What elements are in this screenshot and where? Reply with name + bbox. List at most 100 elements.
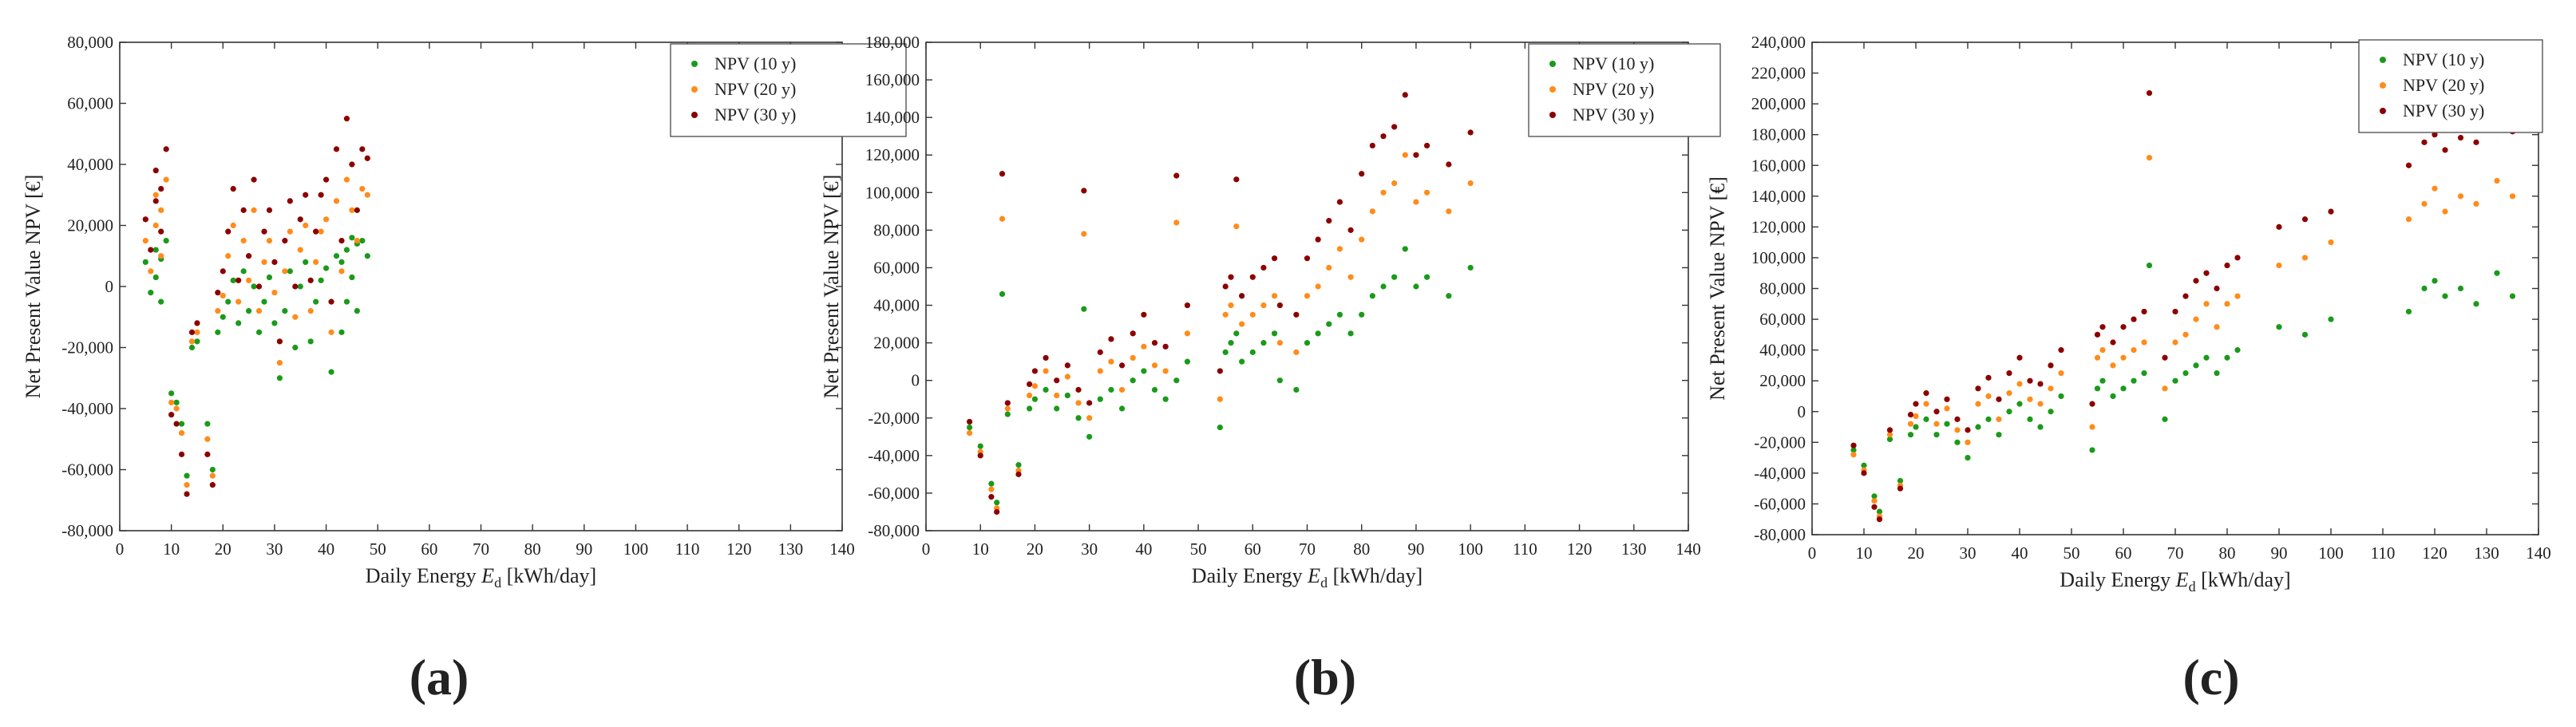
y-tick-label: 140,000 <box>865 108 920 127</box>
data-point <box>359 186 366 192</box>
data-point <box>225 298 231 305</box>
data-point <box>333 253 340 259</box>
data-point <box>2276 324 2282 330</box>
x-tick-label: 30 <box>1960 543 1977 563</box>
data-point <box>2110 362 2116 369</box>
data-point <box>1228 340 1234 346</box>
data-point <box>2193 362 2199 369</box>
data-point <box>209 472 216 479</box>
data-point <box>297 247 303 253</box>
data-point <box>2016 354 2023 361</box>
data-point <box>1075 415 1082 421</box>
data-point <box>2432 185 2438 192</box>
data-point <box>2421 285 2428 292</box>
data-point <box>313 259 319 265</box>
data-point <box>2099 347 2106 354</box>
data-point <box>1467 180 1474 187</box>
y-tick-label: 40,000 <box>873 296 920 315</box>
data-point <box>2162 354 2168 361</box>
data-point <box>2131 347 2137 354</box>
legend-box <box>2358 39 2543 133</box>
data-point <box>1249 311 1256 318</box>
data-point <box>1043 386 1049 393</box>
x-tick-label: 80 <box>1353 539 1370 559</box>
data-point <box>966 424 973 431</box>
data-point <box>2224 354 2230 361</box>
data-point <box>2141 369 2147 377</box>
legend-marker <box>2380 82 2386 89</box>
data-point <box>1081 306 1087 312</box>
data-point <box>2089 401 2095 407</box>
data-point <box>1391 124 1398 130</box>
data-point <box>204 436 211 442</box>
data-point <box>338 329 345 335</box>
data-point <box>168 412 175 418</box>
x-tick-label: 0 <box>922 539 931 559</box>
data-point <box>1054 405 1060 412</box>
data-point <box>307 338 314 345</box>
y-tick-label: 80,000 <box>873 220 920 239</box>
data-point <box>2172 308 2178 315</box>
data-point <box>1913 401 1919 407</box>
data-point <box>158 228 164 235</box>
data-point <box>1054 392 1060 399</box>
data-point <box>220 268 226 275</box>
data-point <box>251 283 257 290</box>
data-point <box>1336 199 1343 205</box>
data-point <box>255 329 263 335</box>
data-point <box>2328 239 2334 246</box>
data-point <box>1217 396 1223 402</box>
data-point <box>2089 424 2095 430</box>
data-point <box>2182 369 2189 377</box>
data-point <box>194 329 200 335</box>
x-tick-label: 60 <box>2115 543 2132 563</box>
data-point <box>1293 349 1300 355</box>
data-point <box>1933 432 1940 438</box>
data-point <box>2494 177 2500 184</box>
data-point <box>178 451 185 457</box>
data-point <box>999 290 1006 298</box>
data-point <box>364 155 370 161</box>
legend-label: NPV (20 y) <box>714 79 796 99</box>
data-point <box>1907 421 1914 427</box>
data-point <box>2172 339 2178 346</box>
y-tick-label: -40,000 <box>61 399 113 418</box>
data-point <box>1985 416 1992 422</box>
data-point <box>1293 311 1300 318</box>
data-point <box>1239 321 1245 327</box>
data-point <box>1861 470 1867 476</box>
data-point <box>271 320 278 326</box>
data-point <box>292 314 299 320</box>
y-tick-label: -80,000 <box>61 521 113 540</box>
y-tick-label: 180,000 <box>1751 125 1806 144</box>
data-point <box>2120 354 2127 361</box>
data-point <box>1850 442 1857 448</box>
x-tick-label: 130 <box>1621 539 1647 559</box>
data-point <box>2457 285 2464 292</box>
data-point <box>271 290 278 296</box>
data-point <box>225 228 231 235</box>
data-point <box>1975 401 1981 407</box>
data-point <box>2405 216 2412 223</box>
legend-marker <box>691 61 698 67</box>
data-point <box>287 198 293 204</box>
data-point <box>2473 200 2479 207</box>
y-tick-label: 0 <box>1798 402 1806 421</box>
series-1 <box>966 246 1474 506</box>
panel-label: (c) <box>2182 649 2239 705</box>
data-point <box>2141 308 2147 315</box>
y-tick-label: 100,000 <box>865 183 920 202</box>
x-tick-label: 140 <box>829 539 855 559</box>
data-point <box>1954 427 1961 433</box>
data-point <box>1897 477 1904 484</box>
data-point <box>163 146 169 152</box>
y-tick-label: 20,000 <box>873 334 920 353</box>
data-point <box>2048 385 2054 392</box>
chart-panel-1: 0 10 20 30 40 50 60 70 80 90 100 110 120 130 140 -80,00… <box>22 33 907 705</box>
data-point <box>1222 283 1229 290</box>
data-point <box>2494 270 2500 276</box>
legend-marker <box>1549 112 1556 118</box>
x-tick-label: 30 <box>1081 539 1098 559</box>
data-point <box>1031 383 1039 389</box>
data-point <box>343 298 350 305</box>
